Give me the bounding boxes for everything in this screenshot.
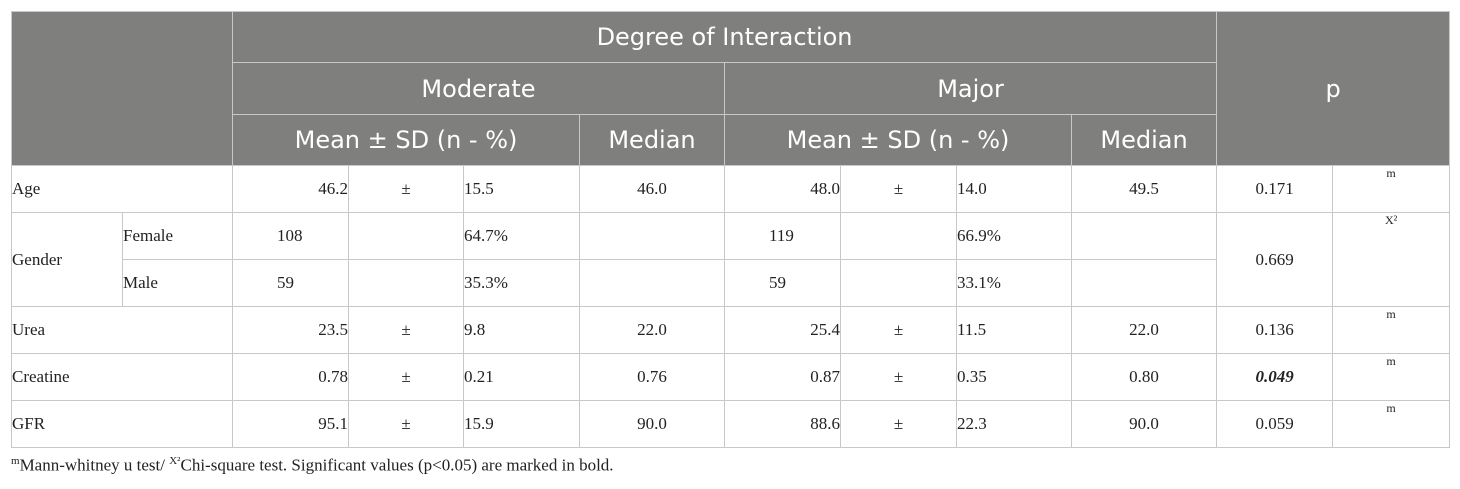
table-row-gender-male: Male 59 35.3% 59 33.1% xyxy=(12,259,1450,307)
p-value: 0.059 xyxy=(1216,400,1334,448)
moderate-mean: 23.5 xyxy=(232,306,349,354)
moderate-mean: 0.78 xyxy=(232,353,349,401)
header-degree: Degree of Interaction xyxy=(231,11,1218,63)
major-median: 49.5 xyxy=(1070,165,1218,213)
test-marker: m xyxy=(1332,306,1451,354)
test-marker: m xyxy=(1332,400,1451,448)
p-value: 0.136 xyxy=(1216,306,1334,354)
empty-cell xyxy=(348,259,464,307)
moderate-median: 90.0 xyxy=(579,400,725,448)
row-label: GFR xyxy=(11,400,233,448)
major-mean: 0.87 xyxy=(724,353,841,401)
plus-minus: ± xyxy=(840,353,957,401)
moderate-count: 59 xyxy=(232,259,349,307)
plus-minus: ± xyxy=(348,400,464,448)
plus-minus: ± xyxy=(840,165,957,213)
table-row-gfr: GFR 95.1 ± 15.9 90.0 88.6 ± 22.3 90.0 0.… xyxy=(11,400,1451,448)
empty-cell xyxy=(840,212,957,260)
table-row-gender-female: Gender Female 108 64.7% 119 66.9% 0.669 … xyxy=(11,212,1451,307)
moderate-median: 22.0 xyxy=(579,306,725,354)
header-p: p xyxy=(1216,11,1451,166)
row-sublabel: Male xyxy=(122,259,233,307)
major-mean: 25.4 xyxy=(724,306,841,354)
header-major-mean-sd: Mean ± SD (n - %) xyxy=(724,114,1072,166)
major-median: 22.0 xyxy=(1070,306,1218,354)
test-marker: m xyxy=(1332,353,1451,401)
major-percent: 33.1% xyxy=(956,259,1072,307)
moderate-percent: 35.3% xyxy=(463,259,580,307)
header-moderate-median: Median xyxy=(579,114,725,166)
major-sd: 0.35 xyxy=(956,353,1072,401)
empty-cell xyxy=(579,212,725,260)
row-label: Urea xyxy=(11,306,233,354)
empty-cell xyxy=(1070,212,1218,260)
plus-minus: ± xyxy=(840,400,957,448)
major-mean: 88.6 xyxy=(724,400,841,448)
p-value: 0.171 xyxy=(1216,165,1334,213)
moderate-percent: 64.7% xyxy=(463,212,580,260)
moderate-median: 46.0 xyxy=(579,165,725,213)
moderate-median: 0.76 xyxy=(579,353,725,401)
moderate-sd: 15.5 xyxy=(463,165,580,213)
footnote-x-text: Chi-square test. Significant values (p<0… xyxy=(180,455,614,475)
plus-minus: ± xyxy=(348,353,464,401)
header-moderate-mean-sd: Mean ± SD (n - %) xyxy=(232,114,580,166)
header-blank xyxy=(11,11,233,166)
moderate-count: 108 xyxy=(232,212,349,260)
moderate-sd: 9.8 xyxy=(463,306,580,354)
table-footnote: mMann-whitney u test/ X²Chi-square test.… xyxy=(11,455,614,476)
row-label: Gender xyxy=(11,212,123,307)
moderate-mean: 46.2 xyxy=(232,165,349,213)
empty-cell xyxy=(840,259,957,307)
header-major-median: Median xyxy=(1070,114,1218,166)
empty-cell xyxy=(348,212,464,260)
empty-cell xyxy=(1070,259,1218,307)
row-label: Age xyxy=(11,165,233,213)
major-count: 119 xyxy=(724,212,841,260)
table-row-urea: Urea 23.5 ± 9.8 22.0 25.4 ± 11.5 22.0 0.… xyxy=(11,306,1451,354)
p-value: 0.669 xyxy=(1216,212,1334,307)
plus-minus: ± xyxy=(348,165,464,213)
major-mean: 48.0 xyxy=(724,165,841,213)
major-sd: 14.0 xyxy=(956,165,1072,213)
moderate-sd: 15.9 xyxy=(463,400,580,448)
major-median: 90.0 xyxy=(1070,400,1218,448)
major-sd: 22.3 xyxy=(956,400,1072,448)
moderate-sd: 0.21 xyxy=(463,353,580,401)
row-label: Creatine xyxy=(11,353,233,401)
plus-minus: ± xyxy=(348,306,464,354)
footnote-x-marker: X² xyxy=(169,455,181,467)
test-marker: m xyxy=(1332,165,1451,213)
major-sd: 11.5 xyxy=(956,306,1072,354)
plus-minus: ± xyxy=(840,306,957,354)
moderate-mean: 95.1 xyxy=(232,400,349,448)
footnote-m-marker: m xyxy=(11,455,20,467)
p-value-significant: 0.049 xyxy=(1216,353,1334,401)
test-marker: X² xyxy=(1332,212,1451,307)
footnote-m-text: Mann-whitney u test/ xyxy=(19,455,170,475)
major-count: 59 xyxy=(724,259,841,307)
header-major: Major xyxy=(723,62,1218,115)
table-row-age: Age 46.2 ± 15.5 46.0 48.0 ± 14.0 49.5 0.… xyxy=(11,165,1451,213)
header-moderate: Moderate xyxy=(232,62,725,115)
empty-cell xyxy=(579,259,725,307)
results-table: Degree of Interaction p Moderate Major M… xyxy=(11,11,1451,448)
major-median: 0.80 xyxy=(1070,353,1218,401)
table-row-creatine: Creatine 0.78 ± 0.21 0.76 0.87 ± 0.35 0.… xyxy=(11,353,1451,401)
row-sublabel: Female xyxy=(122,212,233,260)
major-percent: 66.9% xyxy=(956,212,1072,260)
